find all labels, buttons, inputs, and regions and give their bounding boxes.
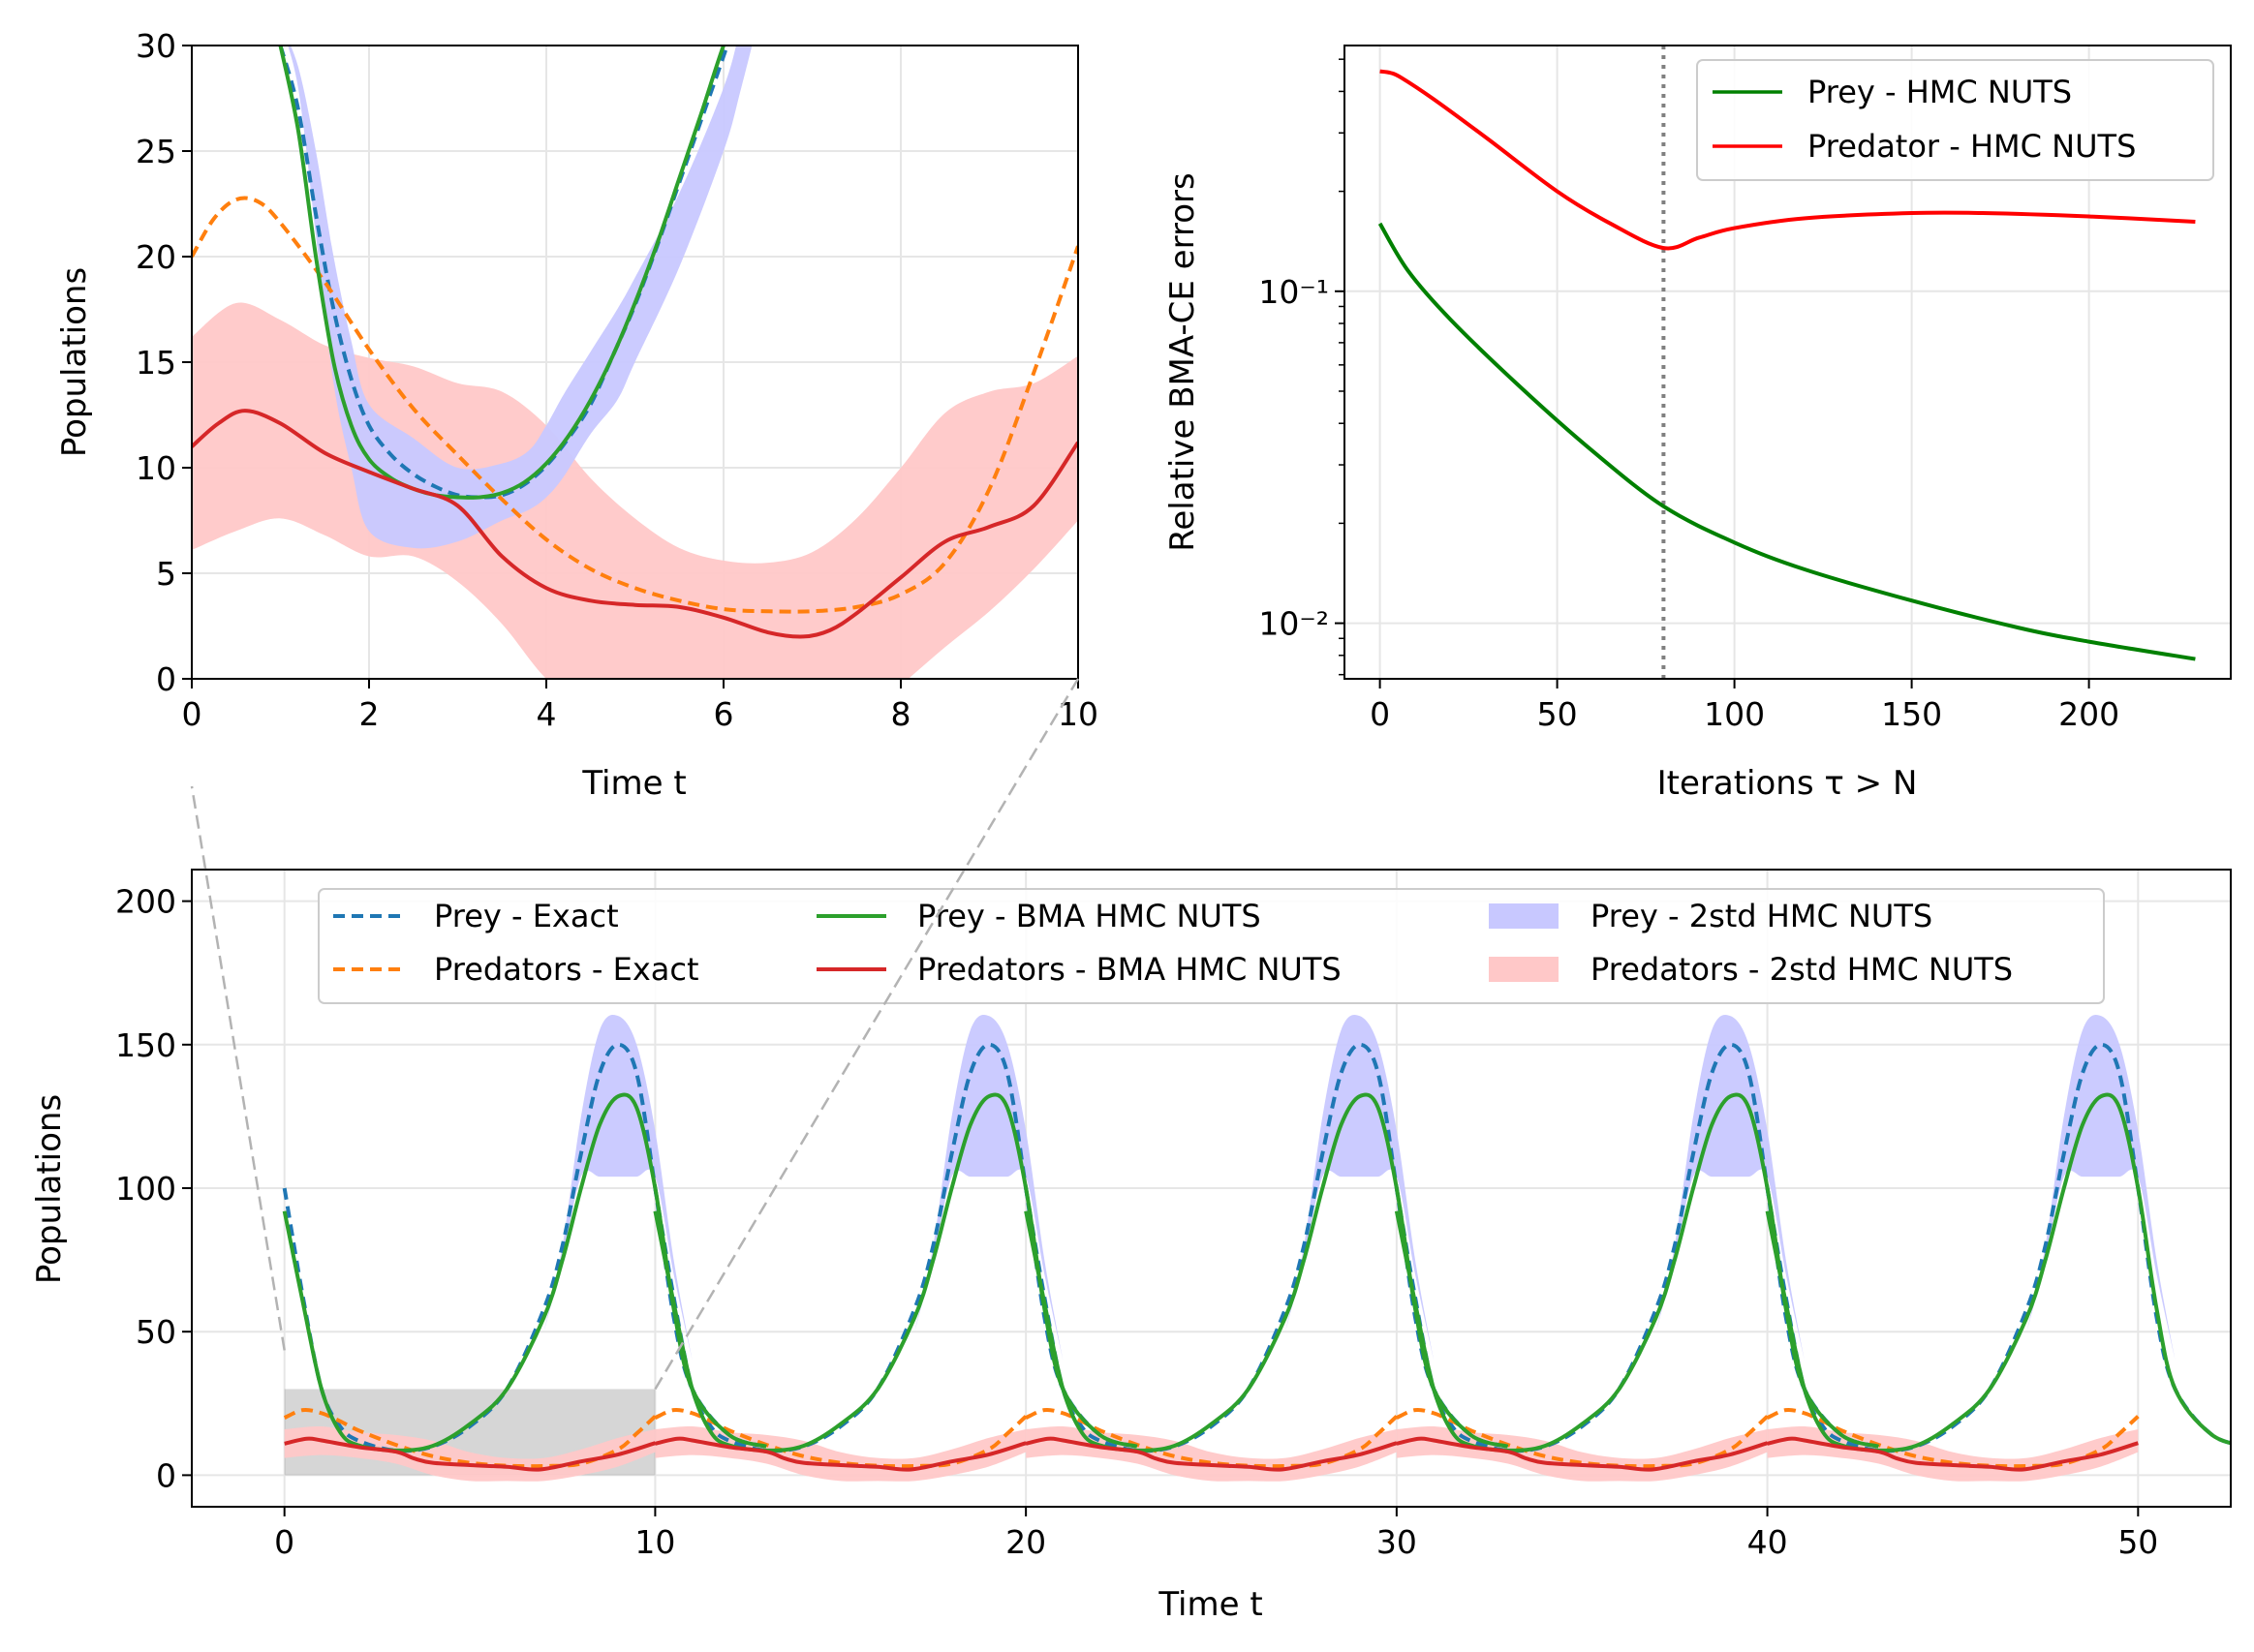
predators-bma-hmc-nuts-line [284,1436,657,1472]
full-ytick-label: 0 [156,1456,176,1494]
prey-exact-line [1024,1042,1509,1453]
full-ytick-label: 100 [115,1170,176,1208]
connector-right [654,678,1080,1391]
zoom-ytick-label: 20 [136,238,176,276]
full-xtick-label: 30 [1376,1523,1417,1561]
full-legend: Prey - Exact Predators - Exact Prey - BM… [318,888,2105,1004]
predators-exact-line [1025,1407,1399,1469]
full-xtick-label: 40 [1747,1523,1788,1561]
zoom-connectors [190,678,1080,1391]
predators-exact-line [654,1407,1028,1469]
predators-2std-hmc-nuts-band [655,1425,1027,1482]
prey-exact-line [1394,1042,1880,1453]
legend-label-prey-exact: Prey - Exact [434,898,619,934]
predators-exact-line [1396,1407,1769,1469]
errors-xtick-label: 200 [2058,695,2119,733]
prey-exact-line [1765,1042,2231,1453]
errors-legend: Prey - HMC NUTS Predator - HMC NUTS [1696,59,2214,181]
zoom-xtick-label: 2 [359,695,380,733]
zoom-ytick-label: 15 [136,344,176,382]
full-panel: 0 10 20 30 40 50 0 50 100 150 200 Time t Populatio… [30,869,2232,1624]
predators-bma-hmc-nuts-line [1767,1436,2139,1472]
errors-y-label: Relative BMA-CE errors [1163,172,1202,551]
predator-hmc-nuts-line [1379,69,2196,251]
errors-x-label: Iterations τ > N [1657,764,1918,803]
errors-axes-frame [1343,45,2232,680]
zoom-xtick-label: 6 [714,695,734,733]
predators-exact-line [1766,1407,2140,1469]
prey-exact-line [653,1042,1138,1453]
errors-panel: 0 50 100 150 200 10⁻² 10⁻¹ Iterations τ > N Re… [1163,45,2232,803]
legend-label-predators-bma: Predators - BMA HMC NUTS [917,951,1342,988]
errors-xtick-label: 50 [1537,695,1578,733]
zoom-xtick-label: 8 [891,695,911,733]
legend-label-predators-exact: Predators - Exact [434,951,699,988]
zoom-y-label: Populations [55,267,94,457]
full-y-label: Populations [30,1094,69,1284]
prey-bma-hmc-nuts-line [278,46,726,500]
full-xtick-label: 20 [1005,1523,1046,1561]
full-xtick-label: 10 [634,1523,675,1561]
zoom-ytick-label: 25 [136,133,176,170]
legend-label-prey-hmc: Prey - HMC NUTS [1807,74,2072,110]
legend-label-prey-bma: Prey - BMA HMC NUTS [917,898,1261,934]
errors-ytick-label: 10⁻² [1258,605,1329,643]
zoom-ytick-label: 10 [136,449,176,487]
legend-swatch-predators-2std [1489,957,1559,982]
connector-left [190,785,286,1351]
predators-2std-hmc-nuts-band [1026,1425,1397,1482]
prey-exact-line [278,46,729,500]
predators-bma-hmc-nuts-line [1025,1436,1398,1472]
zoom-x-label: Time t [581,764,686,803]
zoom-ytick-label: 0 [156,660,176,698]
prey-hmc-nuts-line [1377,222,2196,661]
full-ytick-label: 50 [136,1313,176,1351]
legend-label-prey-2std: Prey - 2std HMC NUTS [1590,898,1932,934]
errors-ytick-label: 10⁻¹ [1258,273,1329,311]
predators-exact-line [283,1407,657,1469]
errors-xtick-label: 0 [1370,695,1390,733]
zoom-xtick-label: 0 [182,695,202,733]
errors-xtick-label: 100 [1704,695,1765,733]
full-ytick-label: 150 [115,1026,176,1064]
zoom-ytick-label: 5 [156,555,176,593]
full-xtick-label: 0 [274,1523,294,1561]
legend-swatch-prey-2std [1489,903,1559,929]
predators-bma-hmc-nuts-line [654,1436,1027,1472]
predators-2std-hmc-nuts-band [1396,1425,1768,1482]
predators-bma-hmc-nuts-line [192,409,1078,639]
predators-2std-hmc-nuts-band [284,1425,656,1482]
zoom-xtick-label: 4 [537,695,557,733]
predators-2std-hmc-nuts-band [192,302,1078,679]
zoom-ytick-label: 30 [136,27,176,65]
prey-exact-line [282,1042,767,1453]
full-ytick-label: 200 [115,883,176,921]
legend-label-predator-hmc: Predator - HMC NUTS [1807,128,2136,165]
predators-bma-hmc-nuts-line [1396,1436,1769,1472]
predators-2std-hmc-nuts-band [1767,1425,2139,1482]
full-xtick-label: 50 [2117,1523,2158,1561]
prey-bma-hmc-nuts-line [1765,1092,2231,1453]
errors-xtick-label: 150 [1881,695,1942,733]
full-x-label: Time t [1158,1585,1262,1624]
legend-label-predators-2std: Predators - 2std HMC NUTS [1590,951,2013,988]
prey-2std-hmc-nuts-band [288,46,753,549]
